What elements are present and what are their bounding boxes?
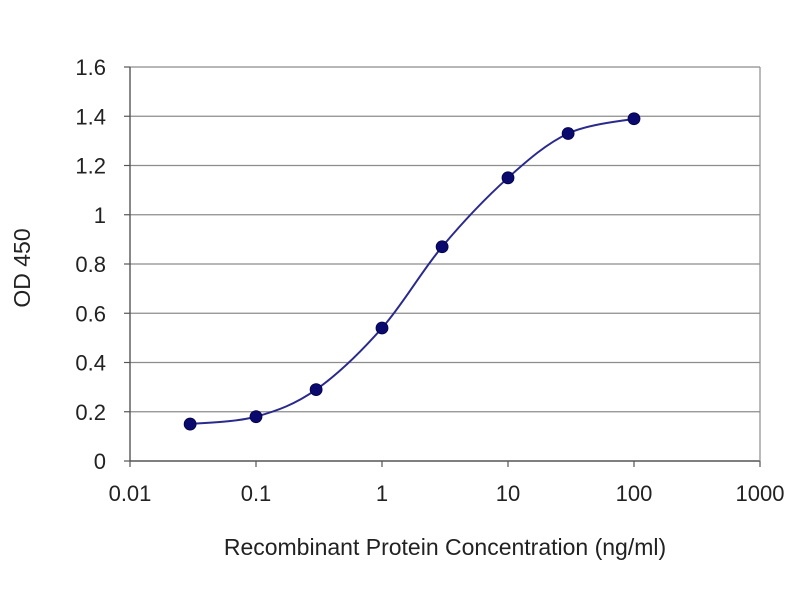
data-point	[309, 383, 323, 396]
y-tick-label: 0.6	[75, 301, 106, 326]
x-tick-label: 1000	[736, 481, 785, 506]
x-tick-label: 100	[616, 481, 653, 506]
data-point	[183, 417, 197, 431]
y-axis-title: OD 450	[9, 228, 35, 307]
data-point	[561, 127, 575, 140]
y-tick-label: 0	[94, 449, 106, 474]
data-point	[375, 321, 389, 335]
data-point	[501, 171, 515, 185]
data-point	[249, 410, 263, 424]
y-tick-label: 1.6	[75, 55, 106, 80]
x-axis-title: Recombinant Protein Concentration (ng/ml…	[224, 534, 666, 560]
y-tick-label: 0.4	[75, 351, 106, 376]
y-tick-label: 1	[94, 203, 106, 228]
y-tick-label: 1.2	[75, 154, 106, 179]
data-point	[627, 112, 641, 126]
y-tick-label: 0.2	[75, 400, 106, 425]
x-tick-label: 0.1	[241, 481, 272, 506]
series-line	[190, 117, 635, 426]
plot-area: 0 0.2 0.4 0.6 0.8 1 1.2 1.4 1.6 0.01 0.1 1 10 100 1000	[75, 55, 784, 506]
y-tick-label: 1.4	[75, 104, 106, 129]
x-tick-label: 1	[376, 481, 388, 506]
x-tick-label: 10	[496, 481, 520, 506]
y-tick-label: 0.8	[75, 252, 106, 277]
x-tick-label: 0.01	[109, 481, 152, 506]
data-point	[435, 240, 449, 254]
